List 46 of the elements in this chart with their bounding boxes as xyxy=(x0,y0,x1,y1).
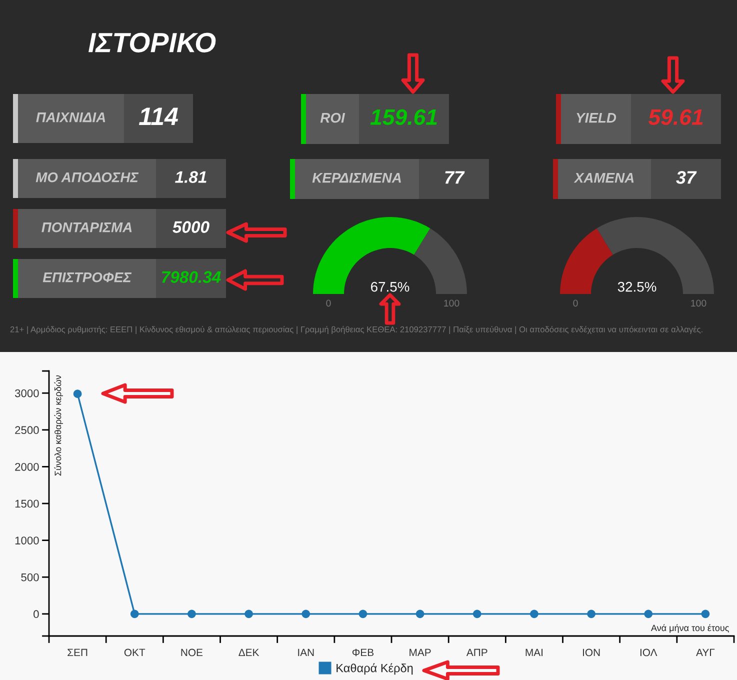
legend-label: Καθαρά Κέρδη xyxy=(336,663,413,675)
x-tick-label: ΑΥΓ xyxy=(696,648,715,656)
text: ROI xyxy=(320,112,346,123)
text: 21+ | Αρμόδιος ρυθμιστής: ΕΕΕΠ | Κίνδυνος εθισμού & απώλειας περιουσίας | Γραμμή βοήθειας ΚΕΘΕΑ: 2109237777 | Παίξε υπεύθυνα | Οι αποδόσεις ενδέχεται να υπόκεινται σε αλλαγές. xyxy=(10,326,702,334)
x-tick-label: ΝΟΕ xyxy=(181,648,203,656)
x-tick-label: ΟΚΤ xyxy=(124,648,146,656)
text: ΕΠΙΣΤΡΟΦΕΣ xyxy=(42,272,132,282)
x-tick-label: ΑΠΡ xyxy=(466,648,488,656)
text: ΙΣΤΟΡΙΚΟ xyxy=(88,32,216,52)
text: ΚΕΡΔΙΣΜΕΝΑ xyxy=(312,173,401,183)
text: 5000 xyxy=(172,221,210,233)
text: ΜΟ ΑΠΟΔΟΣΗΣ xyxy=(36,172,139,182)
text: 100 xyxy=(691,300,706,307)
text: 1.81 xyxy=(175,171,206,183)
text: 59.61 xyxy=(648,109,703,125)
text: 37 xyxy=(676,171,697,184)
x-tick-label: ΜΑΡ xyxy=(410,648,431,656)
y-axis-title: Σύνολο καθαρών κερδών xyxy=(54,375,63,476)
y-tick-label: 1000 xyxy=(15,536,39,544)
x-tick-label: ΜΑΙ xyxy=(526,648,543,656)
text: 7980.34 xyxy=(162,271,221,283)
text: ΠΑΙΧΝΙΔΙΑ xyxy=(36,112,106,122)
x-tick-label: ΙΟΛ xyxy=(640,648,658,656)
y-tick-label: 500 xyxy=(21,573,39,582)
text: 0 xyxy=(573,300,578,307)
x-tick-label: ΔΕΚ xyxy=(238,648,260,656)
y-tick-label: 2000 xyxy=(15,462,39,471)
y-tick-label: 2500 xyxy=(15,426,39,434)
x-tick-label: ΙΟΝ xyxy=(582,648,600,656)
x-axis-title: Ανά μήνα του έτους xyxy=(650,624,729,633)
x-tick-label: ΙΑΝ xyxy=(298,648,314,656)
text: 32.5% xyxy=(618,282,656,292)
y-tick-label: 0 xyxy=(34,610,39,618)
text: ΧΑΜΕΝΑ xyxy=(574,173,634,183)
text: 0 xyxy=(326,300,331,307)
text: YIELD xyxy=(576,113,616,123)
text: 77 xyxy=(445,171,465,184)
text: ΠΟΝΤΑΡΙΣΜΑ xyxy=(42,222,132,232)
text: 100 xyxy=(444,300,460,307)
y-tick-label: 1500 xyxy=(15,500,39,508)
text: 159.61 xyxy=(370,109,437,125)
x-tick-label: ΣΕΠ xyxy=(68,648,88,656)
text: 114 xyxy=(138,108,178,125)
x-tick-label: ΦΕΒ xyxy=(352,648,374,656)
y-tick-label: 3000 xyxy=(14,389,39,398)
text: 67.5% xyxy=(371,282,410,292)
